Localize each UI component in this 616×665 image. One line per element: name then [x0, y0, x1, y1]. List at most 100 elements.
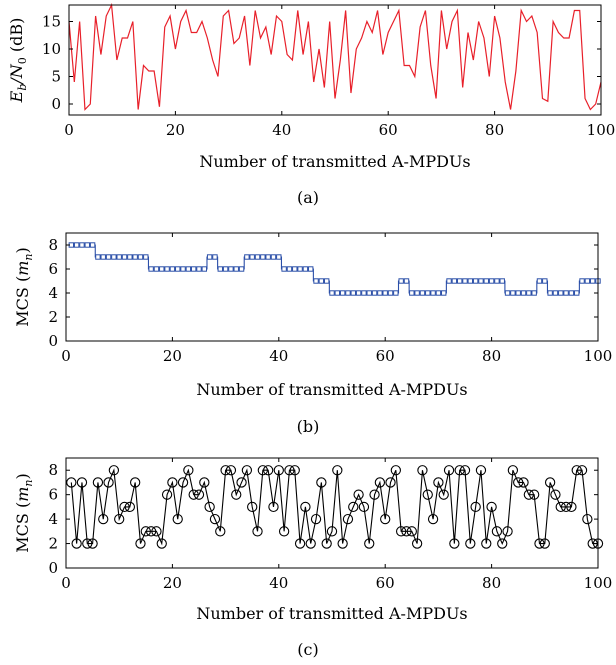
data-point: [403, 278, 410, 284]
xtick-label: 0: [61, 574, 71, 592]
data-point: [430, 290, 436, 296]
data-point: [345, 290, 351, 296]
data-point: [411, 538, 423, 549]
xtick-label: 100: [584, 347, 613, 365]
data-point: [151, 526, 162, 537]
data-point: [481, 538, 492, 549]
panel-a-caption: (a): [297, 188, 319, 207]
data-point: [323, 278, 330, 284]
panel-c-xlabel: Number of transmitted A-MPDUs: [196, 604, 467, 623]
data-point: [140, 526, 151, 537]
data-point: [66, 477, 77, 488]
data-point: [446, 278, 452, 284]
ytick-label: 0: [48, 332, 58, 350]
panel-b-xlabel: Number of transmitted A-MPDUs: [196, 380, 467, 399]
data-point: [238, 266, 245, 272]
data-point: [254, 254, 261, 260]
data-point: [302, 266, 309, 272]
data-point: [355, 290, 362, 296]
data-point: [337, 538, 348, 549]
data-point: [451, 278, 458, 284]
xtick-label: 0: [64, 121, 74, 139]
ytick-label: 6: [48, 486, 58, 504]
panel-a: 0 20 40 60 80 100 0 5 10 15 Eb/N0 (dB) Number of …: [7, 2, 615, 207]
data-point: [571, 465, 582, 476]
data-point: [180, 266, 186, 272]
data-point: [233, 266, 239, 272]
xtick-label: 20: [163, 574, 182, 592]
data-point: [504, 290, 511, 296]
data-point: [488, 278, 495, 284]
data-point: [76, 477, 88, 488]
data-point: [584, 278, 591, 284]
ytick-label: 8: [48, 236, 58, 254]
xtick-label: 80: [482, 574, 501, 592]
data-point: [206, 254, 213, 260]
data-point: [589, 278, 596, 284]
data-point: [385, 477, 396, 488]
data-point: [252, 526, 263, 537]
data-point: [515, 290, 521, 296]
data-point: [196, 266, 202, 272]
data-point: [89, 242, 96, 248]
data-point: [366, 290, 372, 296]
data-point: [268, 501, 279, 513]
data-point: [531, 290, 537, 296]
data-point: [111, 254, 117, 260]
data-point: [513, 477, 524, 488]
data-point: [361, 290, 367, 296]
panel-c-ylabel: MCS (mn): [13, 473, 35, 552]
data-point: [156, 538, 167, 549]
data-point: [199, 477, 210, 488]
panel-a-frame: [68, 4, 602, 116]
data-point: [281, 266, 287, 272]
data-point: [462, 278, 468, 284]
ytick-label: 8: [48, 461, 58, 479]
data-point: [263, 465, 274, 476]
data-point: [193, 489, 205, 500]
data-point: [441, 290, 447, 296]
data-point: [121, 254, 128, 260]
xtick-label: 60: [379, 121, 398, 139]
data-point: [539, 538, 550, 549]
data-point: [526, 290, 532, 296]
data-point: [342, 513, 354, 525]
data-point: [475, 465, 487, 476]
data-point: [529, 489, 540, 500]
data-point: [401, 526, 412, 537]
data-point: [494, 278, 500, 284]
data-point: [456, 278, 463, 284]
data-point: [92, 477, 104, 488]
data-point: [292, 266, 298, 272]
ytick-label: 0: [51, 95, 61, 113]
data-point: [247, 501, 258, 513]
data-point: [544, 477, 556, 488]
data-point: [406, 526, 417, 537]
data-point: [313, 278, 319, 284]
data-point: [105, 254, 112, 260]
data-point: [467, 278, 474, 284]
data-point: [135, 538, 146, 549]
data-point: [560, 501, 572, 513]
data-point: [289, 465, 300, 476]
xtick-label: 100: [584, 574, 613, 592]
xtick-label: 80: [482, 347, 501, 365]
data-point: [260, 254, 266, 260]
data-point: [273, 465, 284, 476]
series-line: [70, 468, 598, 546]
data-point: [300, 501, 311, 513]
data-point: [409, 290, 415, 296]
data-point: [212, 254, 218, 260]
data-point: [159, 266, 165, 272]
data-point: [108, 465, 120, 476]
data-point: [318, 278, 325, 284]
data-point: [153, 266, 160, 272]
data-point: [241, 465, 253, 476]
ytick-label: 15: [42, 13, 61, 31]
xtick-label: 60: [376, 347, 395, 365]
panel-a-xlabel: Number of transmitted A-MPDUs: [199, 152, 470, 171]
data-point: [164, 266, 170, 272]
data-point: [472, 278, 479, 284]
data-point: [534, 538, 545, 549]
